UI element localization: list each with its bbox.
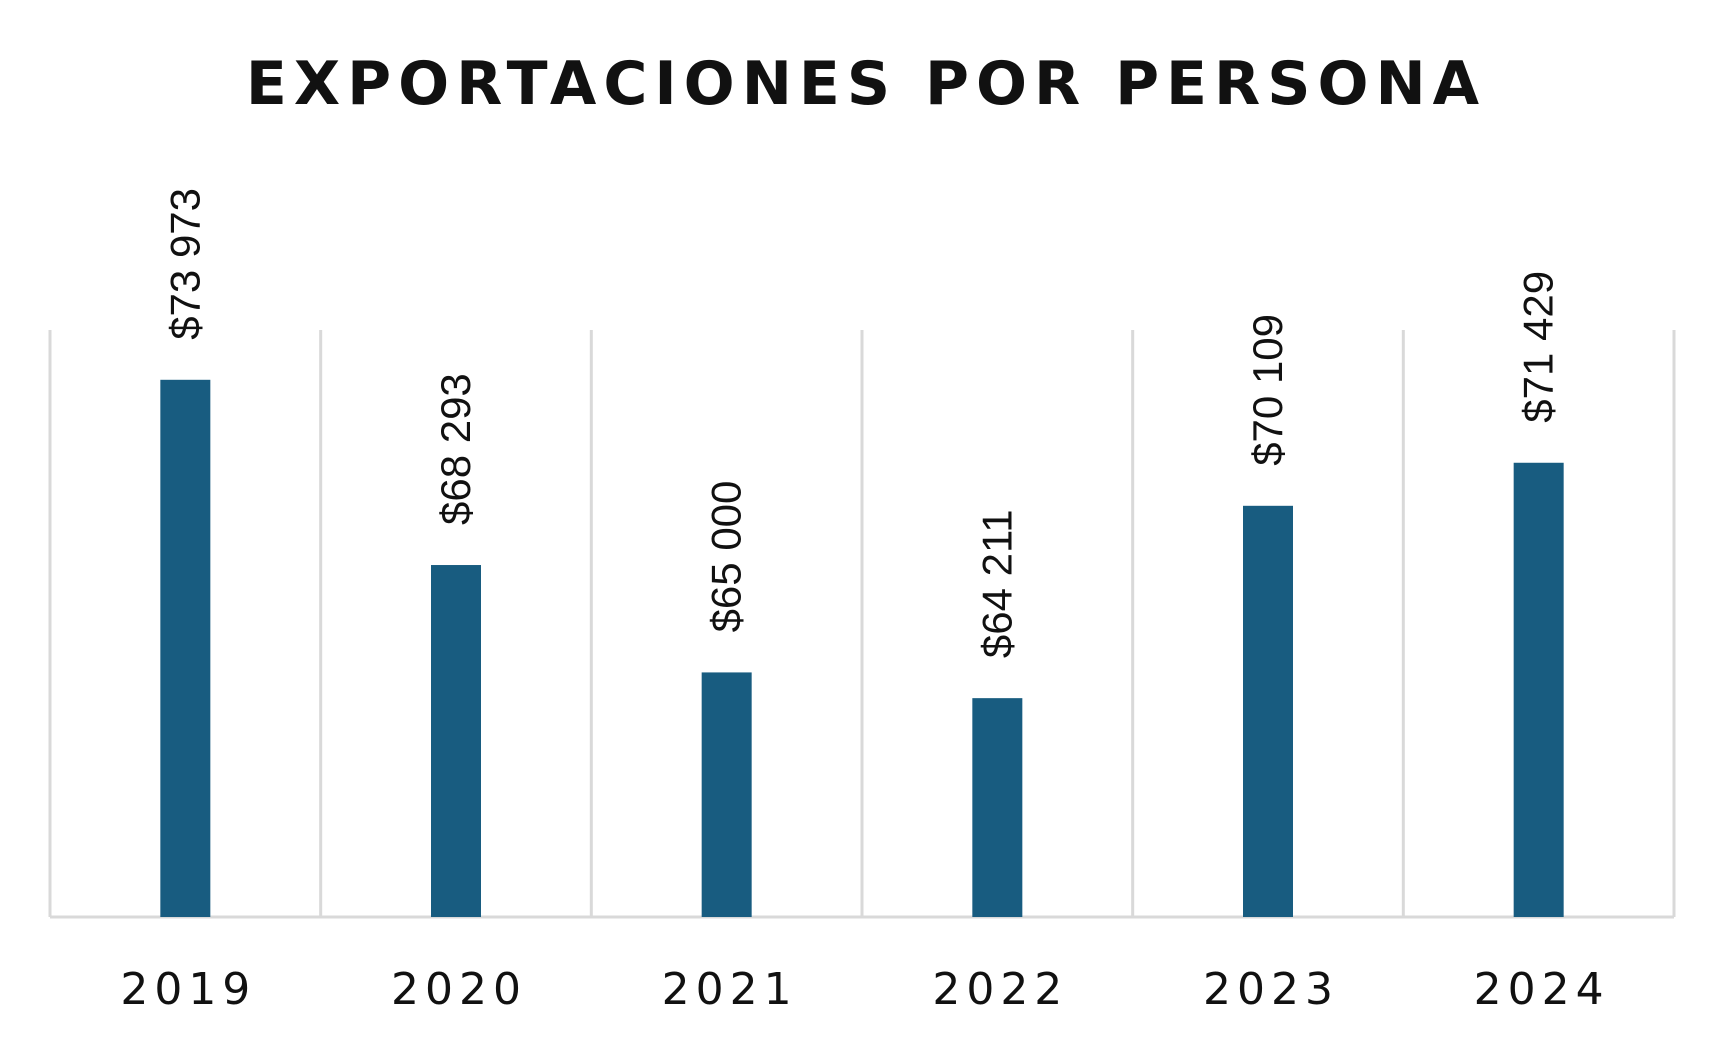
category-separators [48,330,1676,917]
x-tick-label-2020: 2020 [391,964,527,1015]
bar-2020 [431,565,481,917]
bar-2021 [701,672,752,917]
x-tick-label-2022: 2022 [932,964,1068,1015]
data-label-2024: $71 429 [1515,271,1562,423]
chart-title: EXPORTACIONES POR PERSONA [246,49,1486,119]
bar-2022 [972,698,1023,917]
data-label-2022: $64 211 [973,509,1020,658]
bar-2024 [1513,462,1564,917]
data-label-2023: $70 109 [1244,314,1291,466]
data-label-2019: $73 973 [161,188,208,340]
data-labels: $73 973 $68 293 $65 000 $64 211 $70 109 $71 4… [161,188,1561,658]
x-tick-labels: 2019 2020 2021 2022 2023 2024 [120,964,1610,1015]
bar-2019 [160,379,211,917]
data-label-2020: $68 293 [432,373,479,525]
x-tick-label-2023: 2023 [1203,964,1339,1015]
x-tick-label-2024: 2024 [1474,964,1610,1015]
bar-2023 [1243,505,1293,917]
x-tick-label-2021: 2021 [662,964,798,1015]
bar-series [160,379,1564,917]
data-label-2021: $65 000 [703,481,750,633]
x-tick-label-2019: 2019 [120,964,256,1015]
